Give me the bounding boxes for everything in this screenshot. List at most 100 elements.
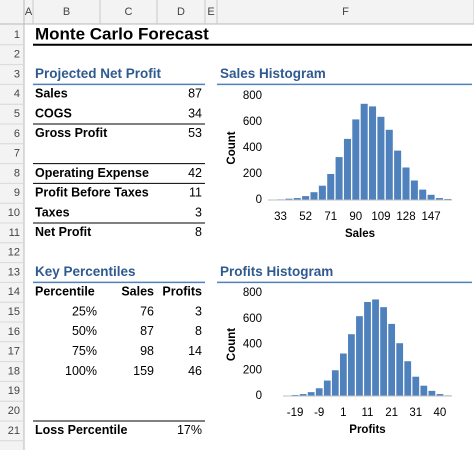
bar (327, 174, 335, 200)
y-axis-label: Count (226, 328, 238, 361)
bar (291, 394, 299, 396)
bar (420, 385, 428, 396)
bar (364, 302, 371, 396)
row-number: 20 (8, 405, 20, 417)
bar (435, 198, 443, 200)
y-tick-label: 400 (243, 142, 262, 154)
x-tick-label: 40 (434, 407, 447, 419)
y-tick-label: 0 (256, 194, 262, 206)
bar (385, 129, 393, 200)
cell: Gross Profit (35, 126, 108, 140)
x-tick-label: 21 (385, 407, 398, 419)
row-number: 2 (14, 49, 20, 61)
bar (293, 198, 301, 200)
x-tick-label: 33 (274, 211, 287, 223)
bar (380, 307, 387, 396)
bar (318, 185, 326, 200)
x-tick-label: -9 (314, 407, 324, 419)
row-number: 10 (8, 207, 20, 219)
cell: 17% (177, 423, 202, 437)
cell: 159 (133, 364, 154, 378)
x-tick-label: 11 (362, 407, 374, 419)
bar (307, 392, 315, 396)
cell: 8 (195, 225, 202, 239)
row-number: 13 (8, 266, 20, 278)
cell: 25% (72, 304, 97, 318)
cell: Projected Net Profit (35, 66, 162, 81)
cell: 98 (140, 344, 154, 358)
cell: 75% (72, 344, 97, 358)
row-number: 5 (14, 108, 20, 120)
bar (396, 343, 404, 396)
row-number: 16 (8, 326, 20, 338)
bar (427, 194, 435, 200)
cell: Sales (121, 285, 154, 299)
cell: Sales (35, 87, 68, 101)
x-axis-label: Sales (345, 228, 375, 240)
x-tick-label: 31 (409, 407, 422, 419)
y-axis-label: Count (226, 131, 238, 164)
row-number: 1 (14, 29, 20, 41)
bar (315, 388, 323, 396)
x-tick-label: -19 (287, 407, 304, 419)
bar (299, 394, 307, 396)
column-header: F (342, 6, 349, 18)
bar (302, 196, 310, 200)
bar (428, 390, 436, 396)
cell: 8 (195, 324, 202, 338)
cell: 34 (188, 106, 202, 120)
bar (394, 150, 402, 200)
y-tick-label: 400 (243, 339, 262, 351)
cell: 53 (188, 126, 202, 140)
cell: 11 (189, 186, 202, 200)
sheet-title: Monte Carlo Forecast (35, 24, 209, 43)
cell: 50% (72, 324, 97, 338)
cell: 76 (140, 304, 154, 318)
bar (436, 394, 444, 396)
row-number: 14 (8, 286, 20, 298)
x-tick-label: 128 (396, 211, 415, 223)
chart-title: Profits Histogram (220, 264, 333, 279)
row-number: 17 (8, 346, 20, 358)
cell: Profit Before Taxes (35, 186, 149, 200)
row-number: 4 (14, 88, 20, 100)
y-tick-label: 0 (256, 390, 262, 402)
row-number: 8 (14, 167, 20, 179)
column-header: B (63, 6, 70, 18)
bar (343, 138, 351, 200)
bar (356, 316, 363, 396)
x-tick-label: 90 (349, 211, 362, 223)
cell: 100% (65, 364, 97, 378)
cell: 87 (140, 324, 154, 338)
cell: 42 (188, 166, 202, 180)
chart-title: Sales Histogram (220, 66, 326, 81)
bar (444, 198, 452, 200)
cell: 46 (188, 364, 202, 378)
column-header: A (25, 6, 33, 18)
row-number: 21 (8, 425, 20, 437)
bar (339, 353, 347, 396)
row-header-bar (0, 0, 24, 450)
cell: Percentile (35, 285, 95, 299)
bar (388, 323, 396, 396)
bar (372, 299, 379, 396)
bar (410, 180, 418, 200)
bar (404, 361, 412, 396)
bar (352, 119, 360, 200)
column-header-bar (0, 0, 474, 24)
bar (412, 376, 420, 396)
row-number: 19 (8, 385, 20, 397)
x-tick-label: 52 (299, 211, 312, 223)
row-number: 18 (8, 365, 20, 377)
cell: 3 (195, 205, 202, 219)
cell: Key Percentiles (35, 264, 136, 279)
cell: Operating Expense (35, 166, 149, 180)
row-number: 15 (8, 306, 20, 318)
row-number: 6 (14, 128, 20, 140)
y-tick-label: 200 (243, 168, 262, 180)
bar (402, 167, 410, 200)
y-tick-label: 600 (243, 313, 262, 325)
column-header: E (207, 6, 214, 18)
row-number: 7 (14, 148, 20, 160)
